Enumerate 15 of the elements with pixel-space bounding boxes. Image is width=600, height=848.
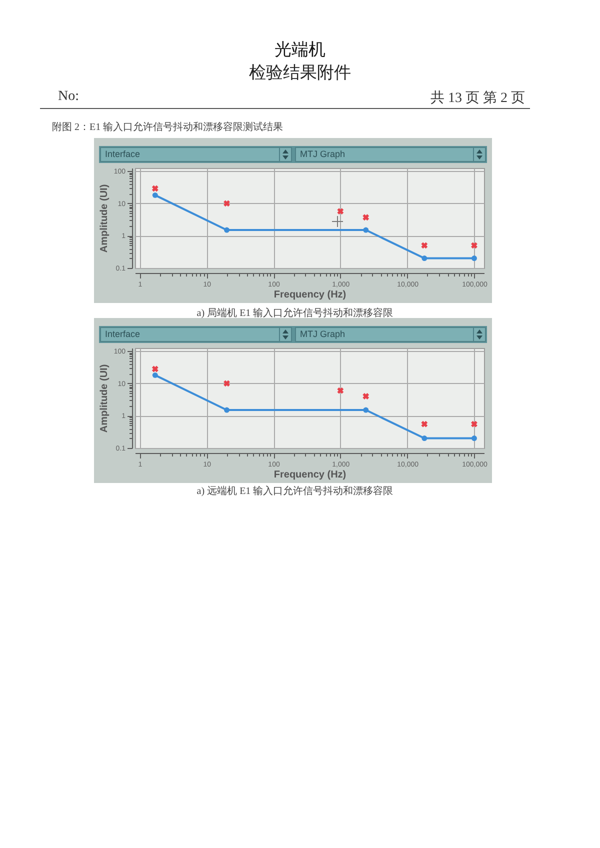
select-field: Interface [100, 147, 292, 162]
x-axis-title: Frequency (Hz) [274, 290, 346, 300]
y-axis-title: Amplitude (UI) [98, 364, 110, 433]
text: a) 远端机 E1 输入口允许信号抖动和漂移容限 [196, 484, 394, 498]
text: 共 13 页 第 2 页 [430, 90, 525, 107]
y-axis-title: Amplitude (UI) [98, 184, 110, 253]
x-axis-title: Frequency (Hz) [274, 470, 346, 480]
text: a) 局端机 E1 输入口允许信号抖动和漂移容限 [196, 306, 394, 320]
select-field: MTJ Graph [295, 147, 486, 162]
select-field: MTJ Graph [295, 327, 486, 342]
text: 附图 2：E1 输入口允许信号抖动和漂移容限测试结果 [52, 120, 284, 134]
chart-subtitle: 检验结果附件 [248, 62, 352, 84]
text: No: [58, 89, 79, 105]
select-field: Interface [100, 327, 292, 342]
chart-title: 光端机 [274, 39, 326, 61]
